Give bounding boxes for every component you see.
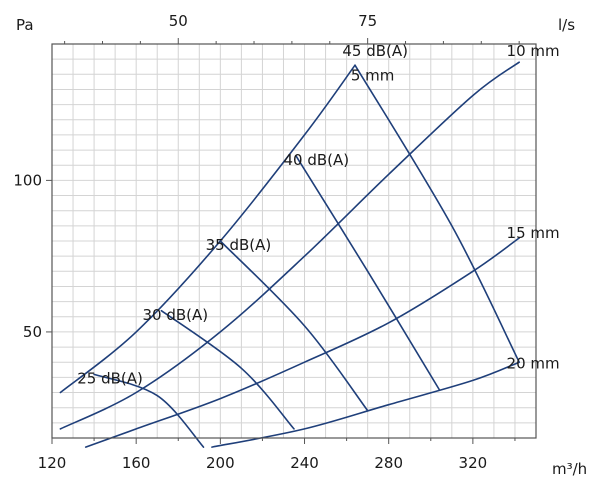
x-axis-tick-label: 280 — [374, 454, 403, 472]
x-axis-tick-label: 160 — [122, 454, 151, 472]
x-axis-tick-label: 120 — [38, 454, 67, 472]
axis-ticks — [46, 38, 520, 444]
chart-curves — [59, 61, 520, 448]
sound-curve-40-db-a — [295, 155, 440, 391]
curve-label-40-db-a: 40 dB(A) — [283, 151, 349, 169]
sound-curve-35-db-a — [219, 240, 369, 412]
x2-axis-tick-label: 50 — [169, 12, 188, 30]
x-axis-tick-label: 240 — [290, 454, 319, 472]
curve-label-5-mm: 5 mm — [351, 66, 395, 84]
curve-label-10-mm: 10 mm — [507, 42, 560, 60]
curve-label-45-db-a: 45 dB(A) — [342, 42, 408, 60]
sound-curve-25-db-a — [93, 373, 205, 448]
sound-curve-45-db-a — [354, 64, 520, 363]
sound-curve-30-db-a — [160, 309, 295, 430]
x-axis-tick-label: 200 — [206, 454, 235, 472]
curve-label-30-db-a: 30 dB(A) — [142, 306, 208, 324]
x2-axis-tick-label: 75 — [358, 12, 377, 30]
y-axis-tick-label: 50 — [23, 323, 42, 341]
x-axis-tick-label: 320 — [459, 454, 488, 472]
y-axis-unit: Pa — [16, 16, 34, 34]
curve-label-25-db-a: 25 dB(A) — [77, 369, 143, 387]
x-axis-unit: m³/h — [552, 460, 587, 477]
pressure-curve-10-mm — [59, 61, 520, 430]
chart-grid — [52, 44, 536, 438]
curve-label-35-db-a: 35 dB(A) — [206, 236, 272, 254]
curve-label-20-mm: 20 mm — [507, 354, 560, 372]
curve-label-15-mm: 15 mm — [507, 224, 560, 242]
axis-tick-labels: 120 160 200 240 280 320 50 100 50 75 — [13, 12, 487, 472]
pressure-curve-20-mm — [211, 361, 520, 448]
x2-axis-unit: l/s — [558, 16, 575, 34]
curve-labels: 45 dB(A) 5 mm 10 mm 40 dB(A) 35 dB(A) 15 mm 30… — [77, 42, 559, 387]
plot-frame — [51, 43, 537, 439]
pressure-curve-15-mm — [84, 237, 520, 448]
y-axis-tick-label: 100 — [13, 171, 42, 189]
